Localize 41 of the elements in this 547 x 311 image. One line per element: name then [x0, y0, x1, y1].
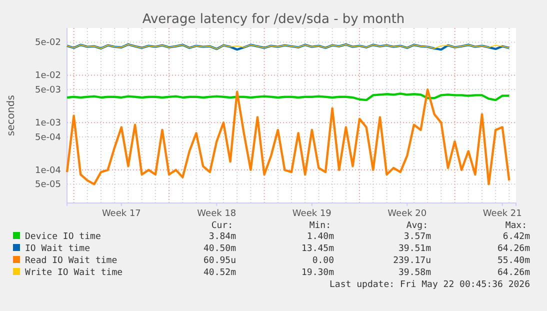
y-tick-label: 5e-03: [35, 85, 61, 96]
text: 0.00: [312, 256, 334, 266]
text: 239.17u: [393, 256, 431, 266]
y-tick-label: 1e-02: [35, 71, 61, 82]
text: 40.52m: [203, 268, 236, 278]
legend-label: Device IO time: [25, 232, 101, 242]
text: 39.51m: [398, 244, 431, 254]
line-series: [66, 92, 510, 102]
text: 6.42m: [502, 232, 530, 242]
text: 40.50m: [203, 244, 236, 254]
x-tick-label: Week 20: [388, 208, 427, 219]
x-tick-label: Week 18: [197, 208, 236, 219]
legend-label: Read IO Wait time: [25, 256, 118, 266]
text: 1.40m: [306, 232, 334, 242]
text: 39.58m: [398, 268, 431, 278]
y-tick-label: 1e-04: [35, 166, 62, 176]
text: 13.45m: [301, 244, 334, 254]
y-axis-title: seconds: [6, 95, 17, 136]
text: 64.26m: [497, 244, 530, 254]
x-tick-label: Week 17: [102, 208, 141, 219]
legend-label: IO Wait time: [25, 244, 90, 254]
text: Min:: [309, 221, 331, 231]
chart-title: Average latency for /dev/sda - by month: [142, 12, 405, 27]
text: Last update: Fri May 22 00:45:36 2026: [330, 280, 530, 290]
text: 60.95u: [203, 256, 236, 266]
text: 64.26m: [497, 268, 530, 278]
x-tick-label: Week 21: [482, 208, 522, 219]
text: Avg:: [406, 221, 428, 231]
text: 19.30m: [301, 268, 334, 278]
x-tick-label: Week 19: [292, 208, 332, 219]
y-tick-label: 1e-03: [35, 118, 61, 128]
y-tick-label: 5e-04: [35, 132, 62, 143]
line-series: [66, 88, 510, 186]
text: Max:: [505, 221, 527, 231]
y-tick-label: 5e-02: [35, 38, 61, 48]
text: 3.57m: [404, 232, 431, 242]
legend-label: Write IO Wait time: [25, 268, 123, 278]
text: 3.84m: [208, 232, 236, 242]
y-tick-label: 5e-05: [35, 180, 61, 190]
text: 55.40m: [497, 256, 530, 266]
text: Cur:: [211, 221, 233, 231]
